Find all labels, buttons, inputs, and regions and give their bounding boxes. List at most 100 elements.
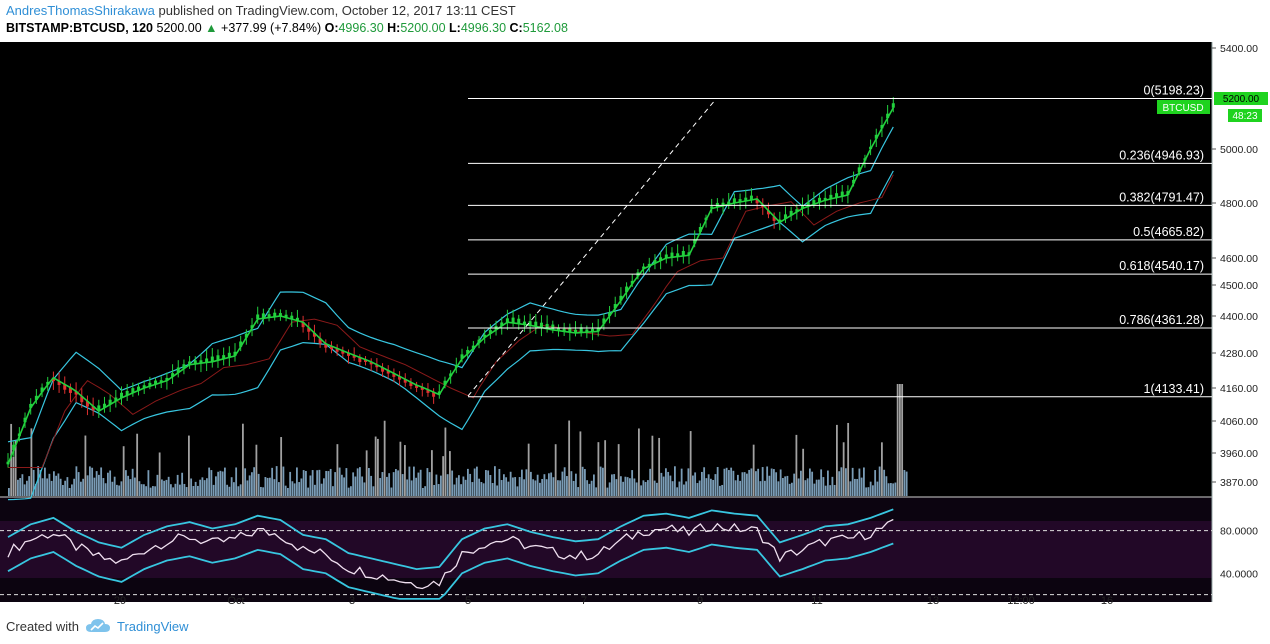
up-candle-body bbox=[244, 333, 248, 338]
volume-bar bbox=[885, 476, 888, 496]
volume-bar bbox=[251, 472, 253, 496]
volume-bar bbox=[863, 467, 865, 496]
volume-bar bbox=[849, 481, 852, 496]
up-candle-body bbox=[125, 390, 129, 396]
volume-bar bbox=[350, 486, 352, 496]
volume-bar bbox=[404, 445, 406, 496]
volume-bar bbox=[644, 481, 647, 496]
up-candle-body bbox=[97, 405, 101, 412]
volume-bar bbox=[235, 467, 238, 496]
volume-bar bbox=[611, 474, 613, 496]
volume-bar bbox=[158, 452, 161, 496]
volume-bar bbox=[604, 440, 607, 496]
fib-level-label: 0.786(4361.28) bbox=[1119, 313, 1204, 327]
price-axis[interactable] bbox=[1212, 42, 1270, 602]
price-pane[interactable] bbox=[0, 42, 1212, 497]
volume-bar bbox=[89, 466, 91, 496]
volume-bar bbox=[813, 483, 816, 496]
down-candle-body bbox=[63, 384, 67, 390]
volume-bar bbox=[255, 444, 258, 496]
volume-bar bbox=[548, 473, 550, 496]
volume-bar bbox=[134, 477, 136, 496]
volume-bar bbox=[617, 444, 620, 496]
volume-bar bbox=[390, 487, 393, 496]
volume-bar bbox=[401, 474, 404, 496]
up-candle-body bbox=[233, 351, 237, 356]
volume-bar bbox=[541, 478, 544, 496]
volume-bar bbox=[109, 470, 112, 496]
volume-bar bbox=[752, 444, 755, 496]
up-candle-body bbox=[102, 403, 106, 408]
volume-bar bbox=[667, 471, 670, 496]
down-candle-body bbox=[403, 379, 407, 383]
volume-bar bbox=[779, 469, 782, 496]
volume-bar bbox=[154, 486, 157, 496]
volume-bar bbox=[145, 486, 148, 496]
open-value: 4996.30 bbox=[338, 21, 384, 35]
volume-bar bbox=[296, 467, 298, 496]
up-candle-body bbox=[653, 259, 657, 264]
up-candle-body bbox=[659, 257, 663, 261]
volume-bar bbox=[174, 483, 177, 496]
volume-bar bbox=[521, 469, 523, 496]
tradingview-brand-link[interactable]: TradingView bbox=[116, 618, 189, 634]
volume-bar bbox=[577, 487, 580, 496]
volume-bar bbox=[518, 477, 521, 496]
up-candle-body bbox=[137, 386, 141, 391]
up-candle-body bbox=[273, 312, 277, 317]
volume-bar bbox=[107, 472, 109, 496]
volume-bar bbox=[377, 438, 379, 496]
volume-bar bbox=[53, 471, 55, 496]
volume-bar bbox=[568, 420, 571, 496]
volume-bar bbox=[289, 471, 292, 496]
up-candle-body bbox=[783, 214, 787, 219]
volume-bar bbox=[599, 466, 602, 496]
volume-bar bbox=[530, 471, 532, 496]
volume-bar bbox=[543, 474, 546, 496]
down-candle-body bbox=[318, 338, 322, 344]
volume-bar bbox=[773, 469, 775, 496]
volume-bar bbox=[131, 468, 134, 496]
up-candle-body bbox=[846, 191, 850, 195]
volume-bar bbox=[212, 484, 215, 496]
volume-bar bbox=[721, 484, 724, 496]
volume-bar bbox=[505, 477, 508, 496]
down-candle-body bbox=[364, 359, 368, 362]
up-candle-body bbox=[642, 266, 646, 269]
volume-bar bbox=[113, 476, 116, 496]
y-axis-label: 5400.00 bbox=[1220, 43, 1258, 55]
volume-bar bbox=[759, 481, 762, 496]
volume-bar bbox=[422, 487, 424, 496]
up-candle-body bbox=[801, 205, 804, 209]
volume-bar bbox=[57, 473, 60, 496]
volume-bar bbox=[503, 474, 505, 496]
volume-bar bbox=[226, 484, 229, 496]
volume-bar bbox=[786, 475, 789, 496]
volume-bar bbox=[275, 466, 278, 496]
volume-bar bbox=[559, 480, 562, 496]
y-axis-label: 4280.00 bbox=[1220, 348, 1258, 360]
volume-bar bbox=[865, 487, 868, 496]
volume-bar bbox=[30, 428, 33, 496]
volume-bar bbox=[712, 479, 715, 496]
y-axis-label: 3960.00 bbox=[1220, 448, 1258, 460]
rsi-lower-band bbox=[7, 542, 894, 600]
volume-bar bbox=[777, 481, 780, 496]
down-candle-body bbox=[85, 401, 89, 407]
volume-bar bbox=[467, 468, 469, 496]
volume-bar bbox=[383, 420, 386, 496]
volume-bar bbox=[883, 469, 886, 496]
volume-bar bbox=[552, 477, 555, 496]
time-axis[interactable] bbox=[0, 602, 1212, 614]
volume-bar bbox=[165, 479, 168, 496]
volume-bar bbox=[345, 468, 348, 496]
volume-bar bbox=[874, 470, 877, 496]
author-link[interactable]: AndresThomasShirakawa bbox=[6, 3, 155, 18]
volume-bar bbox=[388, 473, 391, 496]
price-chart[interactable]: 0(5198.23) 0.236(4946.93) 0.382(4791.47) 0.… bbox=[0, 42, 1270, 614]
down-candle-body bbox=[80, 396, 84, 403]
volume-bar bbox=[705, 478, 708, 496]
volume-bar bbox=[514, 477, 517, 496]
up-candle-body bbox=[602, 318, 606, 324]
volume-bar bbox=[563, 467, 566, 496]
